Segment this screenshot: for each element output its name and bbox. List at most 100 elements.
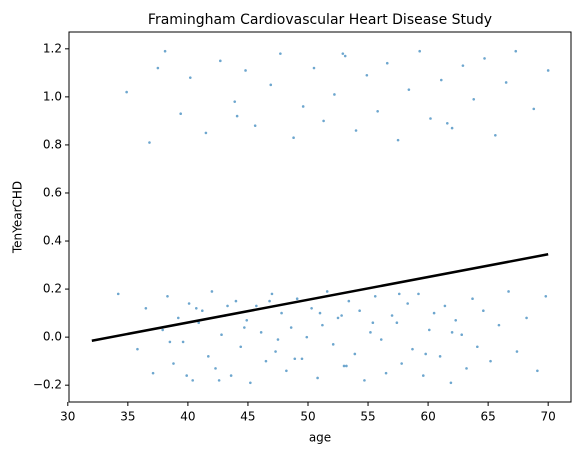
point (411, 347, 414, 351)
point (243, 326, 246, 329)
point (333, 93, 336, 96)
x-axis-label: age (309, 431, 331, 445)
point (418, 49, 421, 53)
point (336, 316, 340, 320)
point (185, 374, 188, 377)
y-tick-label: 0.2 (43, 282, 62, 296)
point (156, 66, 160, 70)
point (245, 319, 249, 322)
point (151, 371, 155, 375)
point (471, 297, 474, 300)
point (460, 333, 464, 337)
point (546, 69, 550, 72)
point (325, 290, 329, 293)
point (376, 109, 379, 113)
point (161, 328, 164, 332)
point (494, 134, 497, 137)
point (427, 328, 431, 332)
point (172, 362, 175, 365)
point (181, 340, 185, 344)
y-tick-label: 1.0 (43, 89, 62, 103)
point (504, 81, 508, 84)
point (244, 69, 247, 72)
point (369, 331, 372, 334)
point (341, 52, 345, 55)
point (476, 345, 479, 349)
point (536, 369, 539, 373)
point (461, 64, 465, 67)
point (279, 52, 282, 55)
point (373, 294, 377, 298)
point (305, 335, 309, 339)
point (285, 369, 288, 373)
point (432, 311, 436, 315)
point (187, 302, 191, 305)
point (214, 367, 217, 370)
point (497, 323, 501, 327)
point (525, 316, 528, 320)
point (343, 54, 347, 58)
point (331, 343, 335, 346)
point (264, 359, 268, 363)
point (166, 294, 169, 298)
point (515, 350, 519, 353)
point (340, 314, 343, 317)
point (204, 131, 208, 135)
point (125, 90, 128, 94)
x-tick-label: 60 (420, 410, 435, 424)
point (148, 141, 151, 144)
point (483, 57, 486, 60)
point (465, 367, 468, 370)
point (397, 292, 401, 296)
point (385, 61, 389, 65)
point (407, 88, 411, 91)
x-tick-label: 35 (120, 410, 135, 424)
point (353, 352, 357, 356)
point (220, 333, 223, 337)
point (239, 345, 243, 349)
point (532, 107, 536, 111)
point (400, 362, 403, 365)
point (424, 352, 427, 356)
point (270, 292, 274, 296)
point (322, 119, 325, 123)
point (310, 306, 313, 310)
point (292, 136, 295, 140)
point (316, 376, 319, 380)
point (197, 321, 201, 325)
point (163, 49, 167, 53)
point (443, 304, 447, 308)
point (438, 355, 442, 358)
point (295, 297, 299, 300)
point (280, 311, 283, 315)
point (507, 290, 510, 293)
y-tick-label: 1.2 (43, 41, 62, 55)
point (233, 100, 237, 103)
point (201, 309, 204, 313)
point (195, 306, 198, 310)
point (301, 105, 305, 108)
point (406, 302, 409, 305)
point (482, 309, 485, 313)
point (253, 124, 257, 128)
y-tick-label: 0.8 (43, 137, 62, 151)
point (219, 59, 222, 63)
point (269, 83, 273, 87)
y-tick-label: −0.2 (33, 378, 62, 392)
point (179, 112, 182, 115)
y-tick-label: 0.4 (43, 234, 62, 248)
point (312, 66, 316, 70)
point (144, 306, 148, 310)
point (268, 299, 271, 303)
point (363, 379, 366, 382)
point (300, 357, 304, 361)
point (229, 374, 233, 377)
y-tick-label: 0.6 (43, 185, 62, 199)
point (116, 292, 120, 296)
chart-title: Framingham Cardiovascular Heart Disease … (148, 12, 492, 28)
point (188, 76, 192, 79)
point (544, 294, 548, 298)
fit-line (91, 253, 549, 342)
point (259, 331, 263, 334)
